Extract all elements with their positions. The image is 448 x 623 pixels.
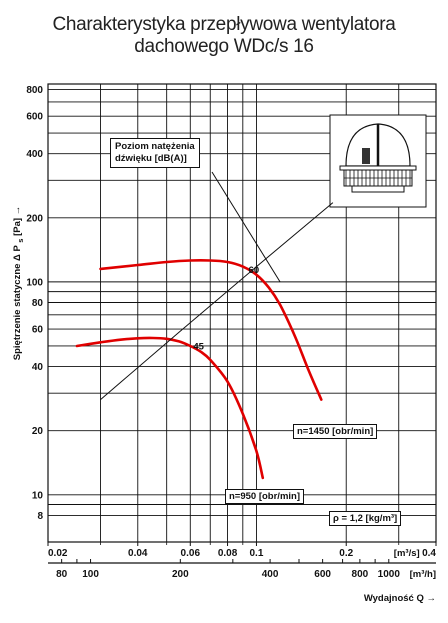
chart-title-line-2: dachowego WDc/s 16 [134,36,314,57]
fan-curve-n950 [75,336,265,480]
y-tick-label: 400 [26,149,43,160]
noise-level-label-line-2: dźwięku [dB(A)] [115,153,187,164]
x-axis-title: Wydajność Q → [364,593,436,604]
fan-rim [339,165,417,171]
x-tick-label-m3h: 200 [172,569,189,580]
x-tick-label-m3s: 0.4 [422,548,436,559]
x-tick-label-m3s: 0.04 [128,548,148,559]
y-tick-label: 100 [26,277,43,288]
fan-illustration [329,114,427,208]
air-density-label: ρ = 1,2 [kg/m³] [329,511,402,526]
speed-1450-label: n=1450 [obr/min] [293,424,378,439]
y-axis-title-unit: [Pa] → [12,206,23,239]
x-tick-label-m3s: 0.1 [249,548,263,559]
x-tick-label-m3h: 80 [56,569,68,580]
fan-curve-n1450 [99,259,323,401]
y-tick-label: 60 [32,325,44,336]
x-tick-label-m3s: 0.08 [218,548,238,559]
x-tick-label-m3s: 0.06 [181,548,201,559]
y-tick-label: 80 [32,298,44,309]
x-unit-m3s: [m³/s] [394,548,420,559]
noise-label-leader [211,171,281,283]
y-axis-title-main: Spiętrzenie statyczne Δ P [12,243,23,361]
plot-frame [47,83,437,543]
y-tick-label: 200 [26,213,43,224]
x-tick-label-m3h: 100 [82,569,99,580]
chart-title-line-1: Charakterystyka przepływowa wentylatora [52,14,396,35]
x-tick-label-m3h: 600 [314,569,331,580]
y-tick-label: 8 [37,511,43,522]
noise-level-value: 60 [249,265,260,276]
x-tick-label-m3h: 1000 [378,569,401,580]
x-unit-m3h: [m³/h] [410,569,436,580]
fan-base [351,185,405,193]
x-tick-label-m3s: 0.2 [339,548,353,559]
noise-level-value: 45 [193,342,204,353]
y-axis-title: Spiętrzenie statyczne Δ P s [Pa] → [12,206,25,360]
noise-level-label: Poziom natężenia dźwięku [dB(A)] [110,138,200,168]
y-axis-title-subscript: s [16,239,25,243]
noise-level-label-line-1: Poziom natężenia [115,141,195,152]
speed-950-label: n=950 [obr/min] [225,489,304,504]
x-tick-label-m3h: 400 [262,569,279,580]
noise-level-line [100,202,334,401]
y-tick-label: 20 [32,426,44,437]
y-tick-label: 800 [26,85,43,96]
x-tick-label-m3s: 0.02 [48,548,68,559]
y-tick-label: 600 [26,112,43,123]
fan-motor [362,148,370,164]
y-tick-label: 10 [32,490,44,501]
chart-title: Charakterystyka przepływowa wentylatora … [0,14,448,58]
x-tick-label-m3h: 800 [352,569,369,580]
y-tick-label: 40 [32,362,44,373]
